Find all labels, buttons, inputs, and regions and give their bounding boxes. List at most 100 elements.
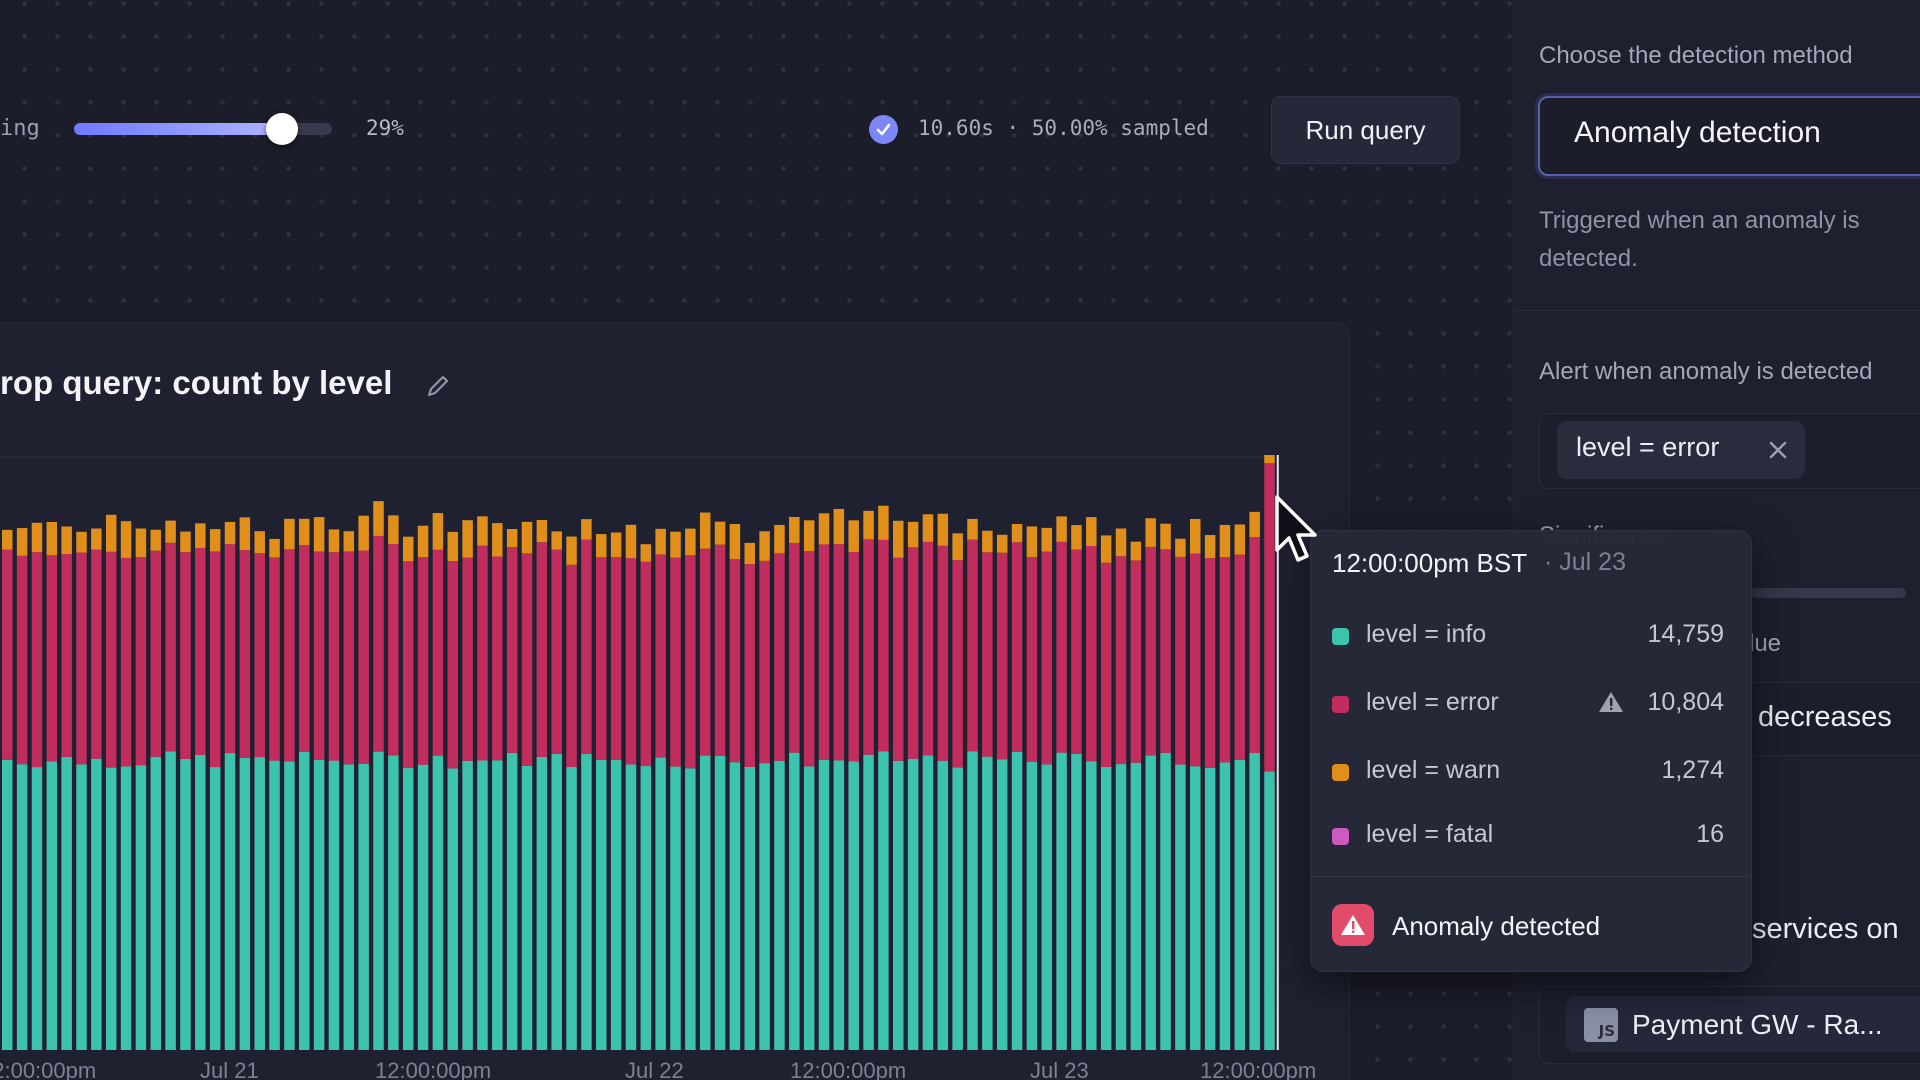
bar-segment-info[interactable] [31,767,43,1050]
bar-segment-error[interactable] [135,557,147,766]
bar-segment-error[interactable] [269,557,280,761]
bar-segment-warn[interactable] [1204,534,1216,559]
bar-segment-error[interactable] [640,561,652,767]
bar-segment-info[interactable] [536,756,548,1050]
bar-segment-info[interactable] [1041,764,1053,1050]
bar-segment-info[interactable] [417,764,429,1050]
bar-segment-info[interactable] [477,760,488,1051]
bar-segment-warn[interactable] [744,542,756,565]
bar-segment-info[interactable] [818,759,830,1050]
bar-segment-error[interactable] [774,553,785,761]
bar-segment-info[interactable] [150,756,162,1050]
bar-segment-info[interactable] [373,751,384,1050]
bar-segment-info[interactable] [699,755,711,1050]
bar-segment-info[interactable] [358,763,369,1050]
bar-segment-error[interactable] [1086,546,1097,762]
bar-segment-error[interactable] [120,557,132,767]
bar-segment-warn[interactable] [2,529,13,550]
bar-segment-error[interactable] [462,557,473,761]
bar-segment-error[interactable] [165,542,176,752]
bar-segment-warn[interactable] [254,531,265,554]
bar-segment-info[interactable] [789,752,800,1050]
bar-segment-error[interactable] [150,550,162,757]
bar-segment-info[interactable] [803,766,815,1050]
bar-segment-info[interactable] [165,751,176,1050]
bar-segment-error[interactable] [16,555,28,765]
bar-segment-warn[interactable] [1011,523,1023,543]
bar-segment-info[interactable] [1026,761,1038,1050]
bar-segment-error[interactable] [61,554,72,757]
bar-segment-error[interactable] [1071,549,1082,754]
bar-segment-info[interactable] [551,753,562,1050]
bar-segment-warn[interactable] [1100,535,1112,563]
bar-segment-warn[interactable] [1160,523,1171,550]
bar-segment-info[interactable] [105,767,117,1050]
bar-segment-error[interactable] [610,557,622,760]
bar-segment-error[interactable] [596,557,607,760]
bar-segment-info[interactable] [254,757,265,1050]
bar-segment-warn[interactable] [536,520,548,543]
bar-segment-info[interactable] [774,760,785,1050]
bar-segment-error[interactable] [31,552,43,768]
bar-segment-info[interactable] [239,757,251,1050]
bar-segment-warn[interactable] [1041,527,1053,552]
bar-segment-info[interactable] [46,761,58,1050]
bar-segment-error[interactable] [388,544,399,756]
bar-segment-warn[interactable] [46,522,58,556]
bar-segment-error[interactable] [105,551,117,768]
bar-segment-warn[interactable] [343,531,355,552]
bar-segment-error[interactable] [729,559,741,763]
bar-segment-info[interactable] [1219,762,1231,1050]
bar-segment-error[interactable] [1160,549,1171,753]
bar-segment-info[interactable] [195,754,206,1050]
bar-segment-error[interactable] [982,552,993,757]
bar-segment-error[interactable] [551,549,562,754]
bar-segment-warn[interactable] [833,508,845,545]
bar-segment-error[interactable] [1026,557,1038,762]
bar-segment-error[interactable] [2,549,13,760]
bar-segment-info[interactable] [982,756,993,1050]
bar-segment-info[interactable] [566,767,577,1050]
bar-segment-error[interactable] [1145,546,1156,756]
bar-segment-warn[interactable] [893,520,904,558]
bar-segment-warn[interactable] [91,528,102,550]
bar-segment-error[interactable] [224,544,236,754]
bar-segment-info[interactable] [625,764,637,1050]
bar-segment-warn[interactable] [1130,541,1142,561]
bar-segment-info[interactable] [1130,762,1142,1050]
bar-segment-warn[interactable] [581,519,592,540]
bar-segment-warn[interactable] [1234,524,1246,555]
bar-segment-warn[interactable] [477,516,488,546]
bar-segment-info[interactable] [343,764,355,1050]
bar-segment-info[interactable] [299,751,310,1050]
bar-segment-warn[interactable] [224,521,236,545]
bar-segment-warn[interactable] [878,505,889,540]
bar-segment-info[interactable] [506,752,518,1050]
bar-segment-error[interactable] [239,550,251,758]
bar-segment-error[interactable] [670,557,681,767]
bar-segment-error[interactable] [714,544,726,756]
bar-segment-warn[interactable] [16,528,28,556]
bar-segment-info[interactable] [1086,761,1097,1050]
bar-segment-info[interactable] [521,765,533,1050]
bar-segment-warn[interactable] [492,523,503,557]
bar-segment-info[interactable] [1115,764,1127,1050]
sampling-slider-thumb[interactable] [266,113,299,145]
bar-segment-info[interactable] [402,768,414,1050]
bar-segment-warn[interactable] [328,529,340,553]
bar-segment-info[interactable] [388,755,399,1050]
bar-segment-error[interactable] [328,552,340,761]
bar-segment-error[interactable] [1011,542,1023,752]
bar-segment-warn[interactable] [670,531,681,558]
bar-segment-info[interactable] [640,766,652,1050]
bar-segment-warn[interactable] [863,510,874,540]
bar-segment-error[interactable] [492,556,503,761]
close-icon[interactable] [1766,438,1790,462]
bar-segment-info[interactable] [1056,752,1067,1050]
bar-segment-warn[interactable] [180,531,191,553]
bar-segment-info[interactable] [610,759,622,1050]
bar-segment-warn[interactable] [135,528,147,558]
bar-segment-warn[interactable] [299,518,310,546]
bar-segment-warn[interactable] [61,526,72,554]
bar-segment-warn[interactable] [31,522,43,553]
